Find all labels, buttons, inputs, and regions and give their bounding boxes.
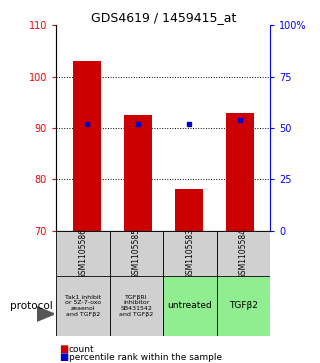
Bar — [109, 276, 163, 336]
Text: ■: ■ — [59, 352, 68, 362]
Text: TGFβRI
inhibitor
SB431542
and TGFβ2: TGFβRI inhibitor SB431542 and TGFβ2 — [119, 295, 154, 317]
Bar — [56, 276, 109, 336]
Bar — [124, 115, 152, 231]
Text: GSM1105586: GSM1105586 — [78, 228, 87, 279]
Bar — [226, 113, 254, 231]
Polygon shape — [37, 307, 54, 321]
Text: Tak1 inhibit
or 5Z-7-oxo
zeaenol
and TGFβ2: Tak1 inhibit or 5Z-7-oxo zeaenol and TGF… — [65, 295, 101, 317]
Text: protocol: protocol — [10, 301, 52, 311]
Text: GSM1105583: GSM1105583 — [186, 228, 195, 279]
Bar — [175, 189, 203, 231]
Text: GSM1105585: GSM1105585 — [132, 228, 141, 279]
Bar — [217, 276, 270, 336]
Bar — [109, 231, 163, 276]
Text: GSM1105584: GSM1105584 — [239, 228, 248, 279]
Bar — [217, 231, 270, 276]
Text: TGFβ2: TGFβ2 — [229, 301, 258, 310]
Bar — [163, 276, 217, 336]
Bar — [56, 231, 109, 276]
Bar — [163, 231, 217, 276]
Text: ■: ■ — [59, 344, 68, 354]
Text: percentile rank within the sample: percentile rank within the sample — [69, 353, 222, 362]
Text: untreated: untreated — [168, 301, 212, 310]
Bar — [73, 61, 101, 231]
Text: count: count — [69, 345, 94, 354]
Title: GDS4619 / 1459415_at: GDS4619 / 1459415_at — [91, 11, 236, 24]
